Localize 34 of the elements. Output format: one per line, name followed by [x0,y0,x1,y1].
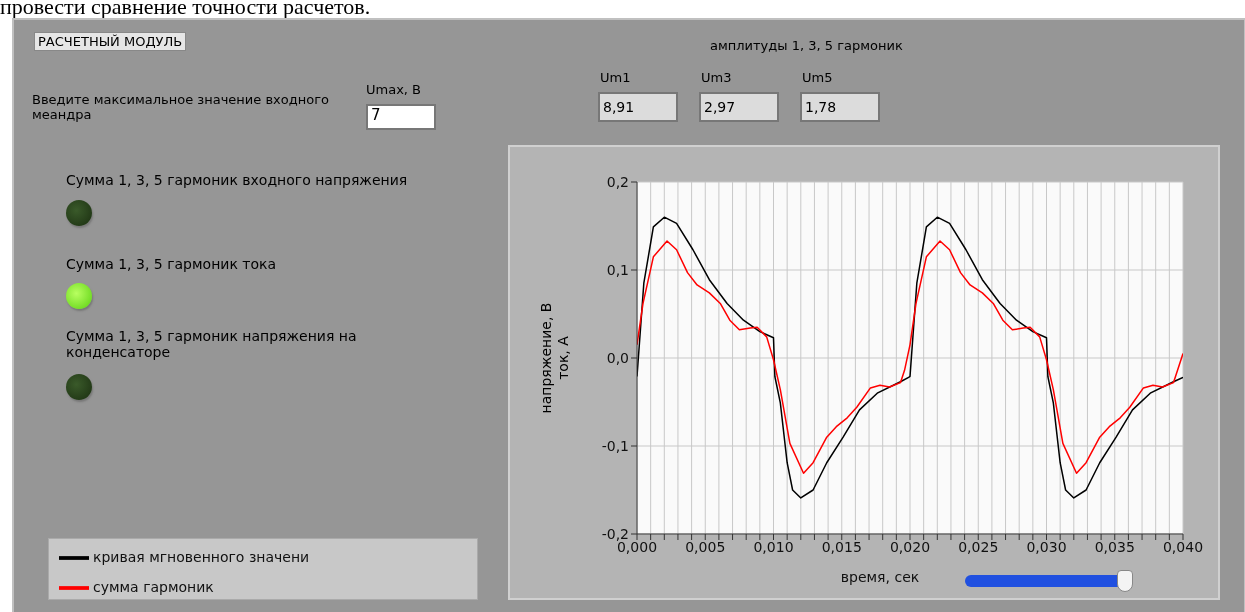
text: 7 [371,106,381,124]
legend-label: кривая мгновенного значени [93,549,310,565]
text: Сумма 1, 3, 5 гармоник тока [66,256,277,272]
text: Um5 [802,70,833,85]
text: провести сравнение точности расчетов. [0,0,371,19]
x-tick-label: 0,035 [1094,538,1135,555]
y-tick-label: 0,1 [606,261,629,278]
x-axis-title: время, сек [840,569,920,585]
y-tick-label: -0,1 [601,437,629,454]
x-tick-label: 0,005 [685,538,726,555]
text: Um1 [600,70,631,85]
x-tick-label: 0,040 [1162,538,1204,555]
x-tick-label: 0,015 [821,538,862,555]
text: РАСЧЕТНЫЙ МОДУЛЬ [38,34,183,49]
text: 2,97 [704,99,736,115]
y-axis-title: напряжение, В ток, А [538,302,571,414]
text: 1,78 [805,99,837,115]
x-tick-label: 0,025 [958,538,999,555]
legend-label: сумма гармоник [93,579,214,595]
x-tick-label: 0,030 [1026,538,1067,555]
x-tick-label: 0,020 [889,538,931,555]
text: Введите максимальное значение входного меандра [32,92,329,122]
line-series [637,240,1183,475]
y-tick-label: -0,2 [601,525,629,542]
y-tick-label: 0,0 [606,349,629,366]
text: амплитуды 1, 3, 5 гармоник [710,38,903,53]
text: Umax, В [366,82,422,97]
text: Сумма 1, 3, 5 гармоник напряжения на конденсаторе [66,328,357,360]
text: 8,91 [603,99,635,115]
x-tick-label: 0,010 [753,538,794,555]
line-series [637,216,1183,499]
text: Сумма 1, 3, 5 гармоник входного напряжения [66,172,408,188]
y-tick-label: 0,2 [606,173,629,190]
text: Um3 [701,70,732,85]
